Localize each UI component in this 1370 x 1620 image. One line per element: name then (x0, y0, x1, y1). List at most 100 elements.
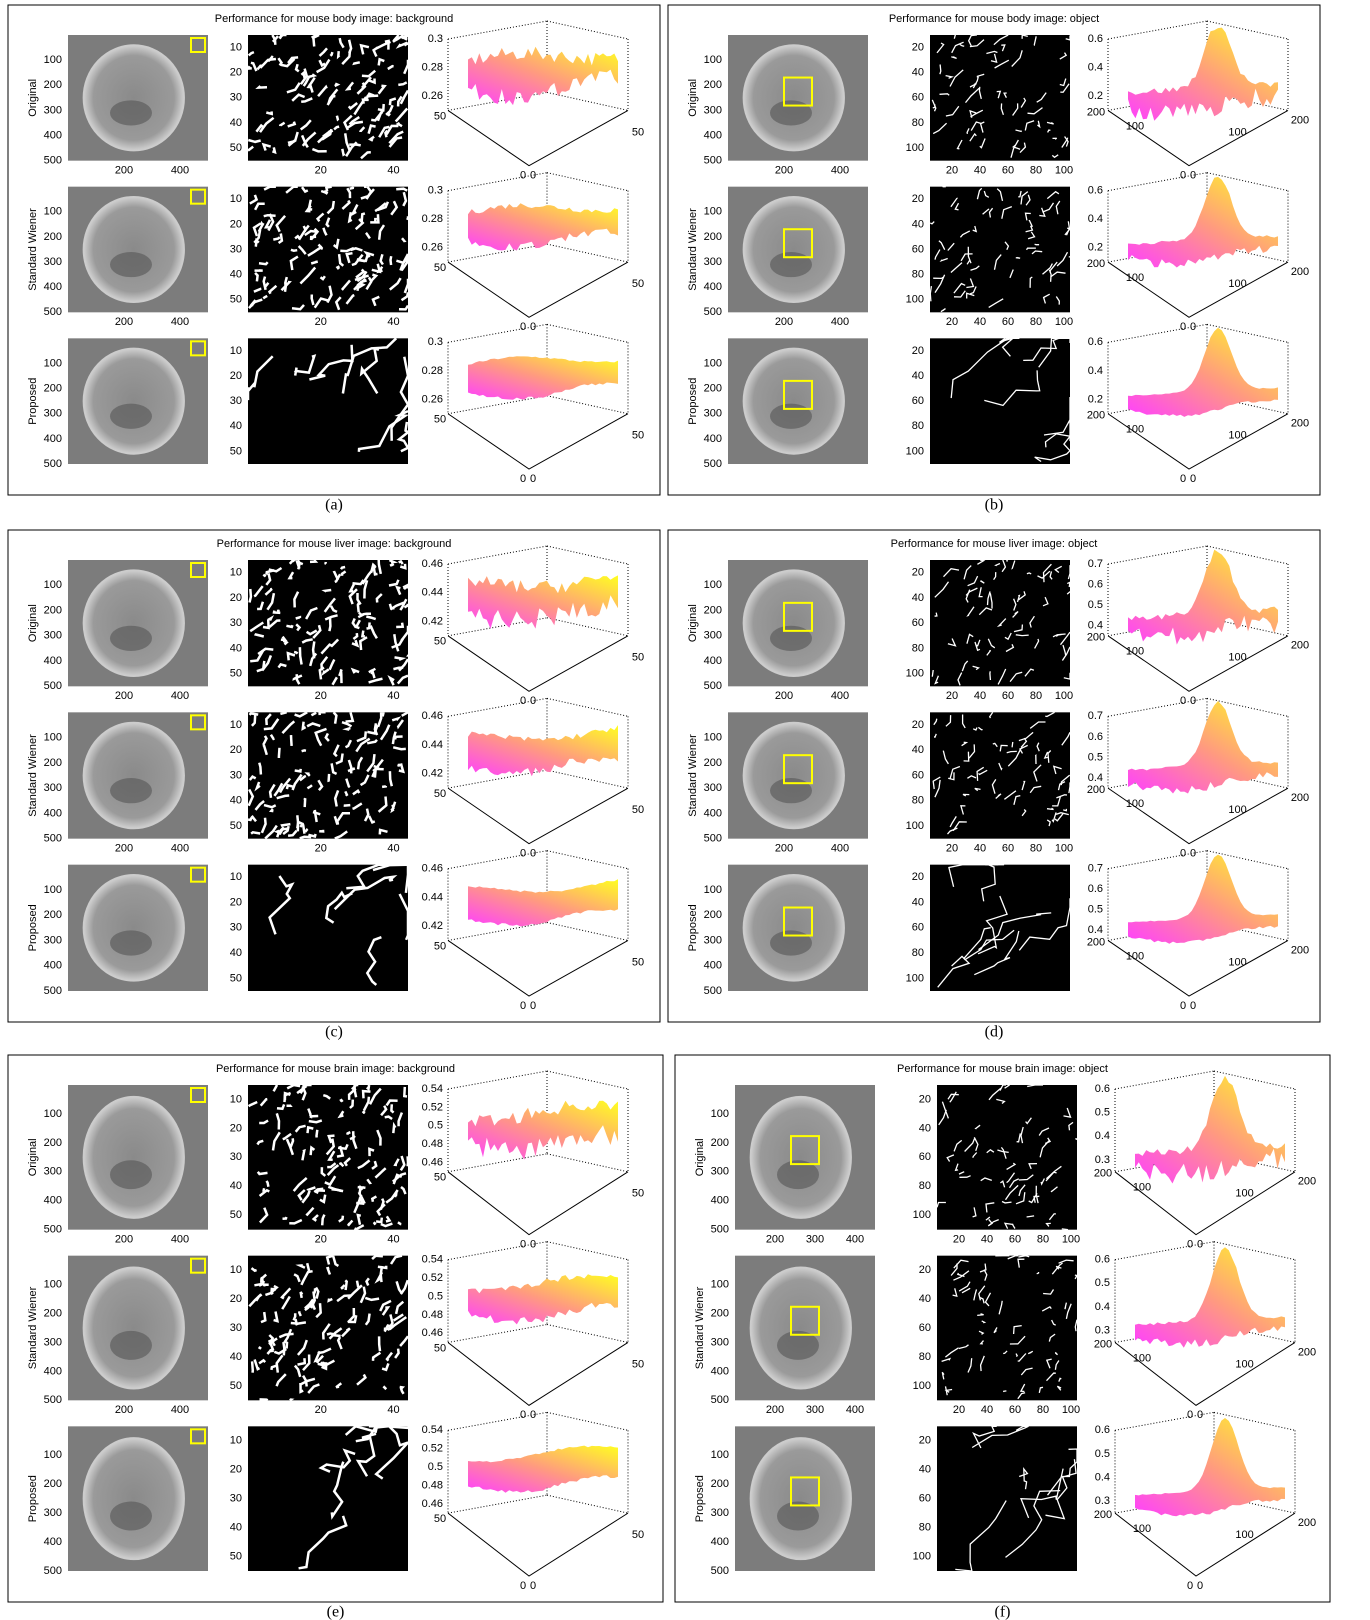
edge-xtick: 100 (1055, 165, 1073, 177)
edge (1053, 138, 1057, 139)
edge (300, 837, 312, 839)
panel-title: Performance for mouse body image: backgr… (215, 13, 453, 25)
surface (1135, 1076, 1285, 1184)
edge-ytick: 80 (919, 1351, 931, 1363)
edge-xtick: 40 (387, 1404, 399, 1416)
image-xtick: 200 (115, 690, 133, 702)
image-ytick: 100 (44, 1279, 62, 1291)
base-tick: 200 (1298, 1346, 1316, 1358)
base-tick: 200 (1087, 106, 1105, 118)
edge (327, 1334, 334, 1335)
image-ytick: 200 (44, 231, 62, 243)
base-tick: 0 (1180, 321, 1186, 333)
edge (302, 750, 306, 751)
surface-axis (448, 262, 628, 317)
edge-ytick: 10 (230, 345, 242, 357)
figure: Performance for mouse body image: backgr… (0, 0, 1370, 1620)
z-tick: 0.3 (428, 185, 443, 197)
z-tick: 0.5 (428, 1290, 443, 1302)
edge (391, 256, 392, 265)
surface-plot: 20010000100200 (1087, 324, 1309, 485)
surface (1128, 855, 1278, 944)
edge-xtick: 20 (315, 1404, 327, 1416)
edge-xtick: 60 (1009, 1234, 1021, 1246)
surface-axis (448, 414, 628, 469)
edge-ytick: 40 (230, 420, 242, 432)
edge-ytick: 60 (919, 1151, 931, 1163)
image-ytick: 100 (44, 884, 62, 896)
z-tick: 0.6 (1088, 185, 1103, 197)
image-xtick: 400 (171, 165, 189, 177)
edge-map (937, 1085, 1077, 1230)
surface-plot: 20010000100200 (1094, 1242, 1316, 1422)
base-tick: 200 (1291, 418, 1309, 430)
base-tick: 0 (1190, 473, 1196, 485)
image-ytick: 200 (44, 1137, 62, 1149)
image-xtick: 400 (831, 165, 849, 177)
edge-xtick: 20 (315, 165, 327, 177)
edge (362, 614, 371, 615)
edge-ytick: 10 (230, 1435, 242, 1447)
z-tick: 0.52 (422, 1272, 443, 1284)
base-tick: 0 (1190, 1000, 1196, 1012)
base-tick: 0 (1180, 848, 1186, 860)
image-ytick: 500 (711, 1565, 729, 1577)
edge-ytick: 20 (230, 1293, 242, 1305)
z-tick: 0.4 (1088, 619, 1103, 631)
image-detail (110, 930, 152, 955)
z-tick: 0.44 (422, 587, 443, 599)
surface (1128, 550, 1278, 645)
image-object (83, 570, 184, 676)
z-tick: 0.3 (428, 336, 443, 348)
edge (305, 798, 306, 807)
edge (301, 1292, 303, 1298)
z-tick: 0.4 (1088, 213, 1103, 225)
z-tick: 0.54 (422, 1424, 443, 1436)
base-tick: 100 (1133, 1182, 1151, 1194)
z-tick: 0.5 (1095, 1448, 1110, 1460)
edge-ytick: 100 (906, 294, 924, 306)
surface-plot: 20010000100200 (1087, 546, 1309, 707)
image-object (83, 348, 184, 454)
edge-xtick: 80 (1030, 165, 1042, 177)
z-tick: 0.46 (422, 1157, 443, 1169)
image-ytick: 100 (44, 732, 62, 744)
edge-ytick: 40 (230, 1522, 242, 1534)
image-ytick: 300 (711, 1166, 729, 1178)
image-detail (770, 404, 812, 429)
edge (382, 786, 386, 787)
base-tick: 100 (1126, 798, 1144, 810)
z-tick: 0.5 (1088, 599, 1103, 611)
edge (250, 589, 251, 603)
image-ytick: 300 (704, 630, 722, 642)
surface-plot: 500050 (434, 1242, 644, 1422)
edge-ytick: 80 (919, 1522, 931, 1534)
image-ytick: 400 (44, 960, 62, 972)
z-tick: 0.4 (1095, 1130, 1110, 1142)
image-object (743, 348, 844, 454)
base-tick: 0 (520, 1239, 526, 1251)
edge (259, 763, 261, 775)
edge-ytick: 80 (919, 1180, 931, 1192)
image-ytick: 200 (44, 1478, 62, 1490)
base-tick: 0 (1180, 170, 1186, 182)
edge-ytick: 30 (230, 769, 242, 781)
edge (1003, 1391, 1006, 1392)
edge-ytick: 20 (230, 592, 242, 604)
edge-ytick: 80 (912, 795, 924, 807)
image-ytick: 500 (711, 1224, 729, 1236)
base-tick: 50 (632, 1358, 644, 1370)
panel-title: Performance for mouse body image: object (889, 13, 1099, 25)
base-tick: 100 (1133, 1352, 1151, 1364)
edge (345, 1280, 346, 1290)
edge-xtick: 40 (974, 316, 986, 328)
image-ytick: 400 (704, 281, 722, 293)
surface-plot: 500050 (434, 698, 644, 859)
base-tick: 50 (434, 262, 446, 274)
surface (468, 1101, 618, 1160)
edge-xtick: 40 (387, 690, 399, 702)
image-ytick: 100 (44, 54, 62, 66)
image-xtick: 200 (115, 165, 133, 177)
edge-ytick: 100 (906, 972, 924, 984)
